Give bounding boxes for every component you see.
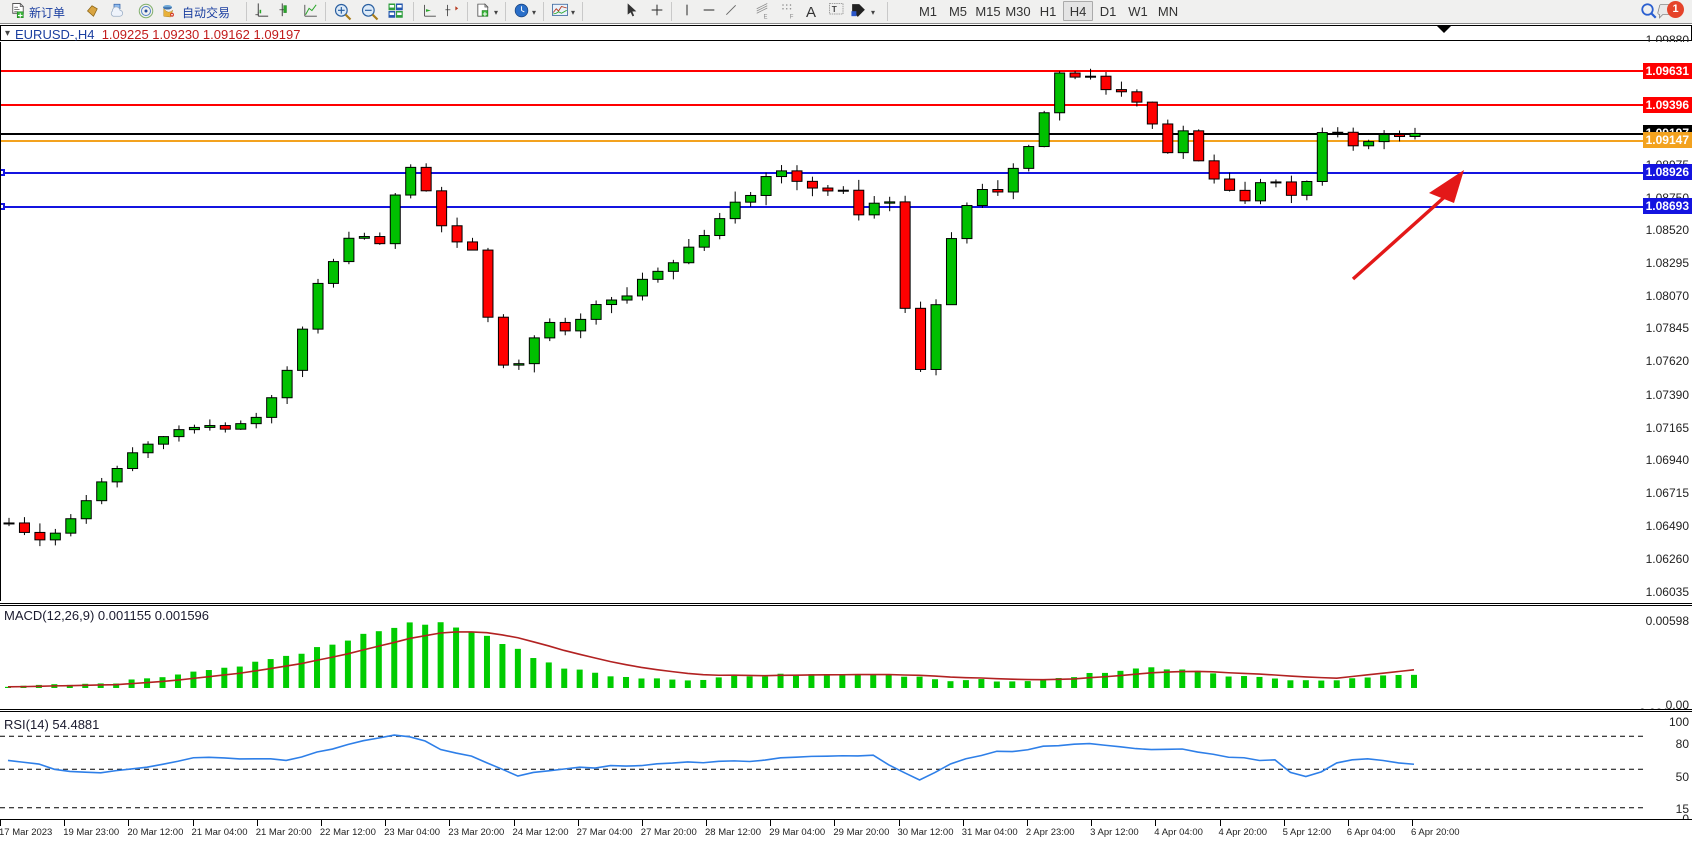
svg-text:E: E [764, 15, 768, 20]
svg-text:F: F [790, 15, 794, 20]
svg-text:T: T [832, 5, 837, 14]
